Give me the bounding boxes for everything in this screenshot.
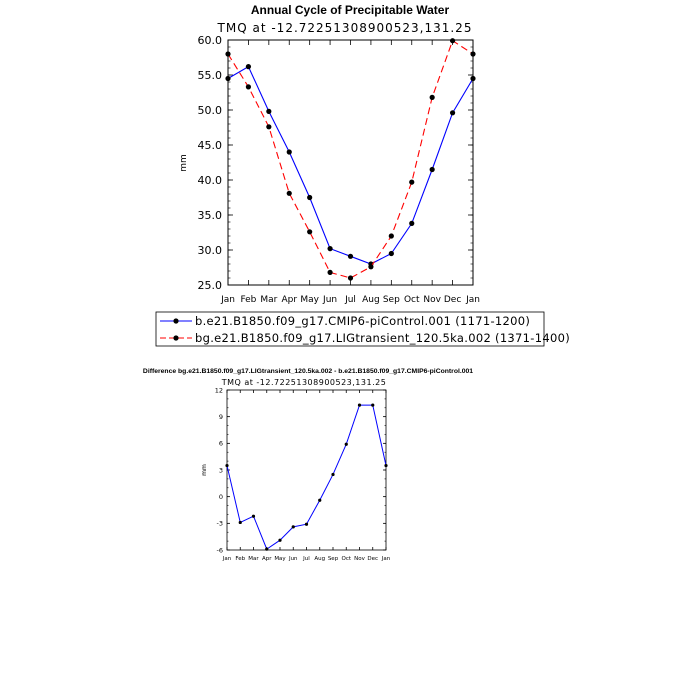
chart1-series-2-point bbox=[470, 51, 476, 57]
chart1-xtick-label: Oct bbox=[404, 295, 420, 305]
chart1-series-2-point bbox=[286, 190, 292, 196]
chart2-xtick-label: Jan bbox=[381, 556, 391, 562]
chart1-series-1-point bbox=[347, 253, 354, 259]
chart2-ytick-label: 12 bbox=[215, 386, 223, 394]
chart1-ytick-label: 30.0 bbox=[198, 244, 223, 257]
chart1-xtick-label: Apr bbox=[281, 295, 297, 305]
chart1-series-2-point bbox=[245, 84, 252, 90]
chart1-series-2-point bbox=[307, 229, 313, 235]
chart1-series-1-point bbox=[388, 250, 394, 257]
chart2-series-1-point bbox=[304, 522, 309, 526]
chart2-xtick-label: Mar bbox=[248, 556, 259, 562]
chart2-series-1-point bbox=[357, 403, 362, 407]
chart2-xtick-label: Jul bbox=[302, 556, 310, 562]
chart1-series-1-point bbox=[470, 75, 476, 82]
chart2-ytick-label: 6 bbox=[219, 440, 223, 448]
chart1-ytick-label: 50.0 bbox=[198, 104, 223, 117]
chart1-series-2-point bbox=[429, 94, 435, 100]
chart1-series-1-point bbox=[449, 110, 456, 116]
chart1-series-2-point bbox=[409, 179, 415, 185]
chart2-series-1-point bbox=[291, 525, 295, 529]
legend-marker-series-1 bbox=[173, 318, 179, 324]
chart1-ytick-label: 35.0 bbox=[198, 209, 223, 222]
chart2-xtick-label: Oct bbox=[341, 556, 351, 562]
chart2-xtick-label: Aug bbox=[314, 556, 325, 562]
chart1-series-2-point bbox=[327, 269, 333, 275]
chart1-series-2-point bbox=[225, 51, 231, 57]
chart2-series-1-point bbox=[265, 547, 269, 551]
chart1-series-2-point bbox=[347, 275, 354, 281]
chart1-series-1-point bbox=[286, 149, 292, 155]
chart1-series-2-point bbox=[449, 38, 456, 44]
chart1-legend: b.e21.B1850.f09_g17.CMIP6-piControl.001 … bbox=[155, 311, 570, 347]
legend-label-series-1: b.e21.B1850.f09_g17.CMIP6-piControl.001 … bbox=[195, 314, 530, 328]
chart1-title: Annual Cycle of Precipitable Water bbox=[251, 3, 450, 17]
chart1-legend-box bbox=[155, 311, 545, 347]
legend-label-series-2: bg.e21.B1850.f09_g17.LIGtransient_120.5k… bbox=[195, 331, 570, 345]
chart1-series-1-point bbox=[245, 64, 252, 70]
chart2-xtick-label: Nov bbox=[354, 556, 365, 562]
chart1-series-2-point bbox=[368, 264, 374, 270]
chart2-series-1-point bbox=[331, 472, 335, 477]
chart2-series-1-point bbox=[384, 463, 388, 468]
chart1-ytick-label: 40.0 bbox=[198, 174, 223, 187]
chart1-ytick-label: 60.0 bbox=[198, 34, 223, 47]
chart2-xtick-label: Jun bbox=[288, 556, 298, 562]
chart1-series-1-point bbox=[327, 246, 333, 252]
chart1-series-2-point bbox=[388, 233, 394, 239]
chart1-xtick-label: May bbox=[300, 295, 319, 305]
chart1-series-1-point bbox=[307, 194, 313, 201]
legend-marker-series-2 bbox=[173, 335, 179, 341]
chart2-series-1-point bbox=[225, 463, 229, 468]
chart2-ytick-label: 0 bbox=[219, 493, 223, 501]
chart1-series-line-1 bbox=[227, 65, 474, 265]
chart2-ytick-label: -6 bbox=[217, 546, 223, 554]
chart2-series-1-point bbox=[251, 514, 256, 518]
chart1-xtick-label: Dec bbox=[444, 295, 461, 305]
chart1-series-2-point bbox=[266, 124, 272, 130]
chart2-ylabel: mm bbox=[201, 464, 208, 476]
chart1-series-1-point bbox=[429, 166, 435, 173]
chart1-xtick-label: Feb bbox=[240, 295, 256, 305]
chart2-series-line-1 bbox=[226, 404, 387, 550]
chart1-xtick-label: Jul bbox=[344, 295, 356, 305]
chart2-ytick-label: 3 bbox=[219, 466, 223, 474]
chart2-frame bbox=[226, 389, 387, 551]
chart1-series-1-point bbox=[266, 108, 272, 114]
chart2-xtick-label: Sep bbox=[328, 556, 339, 562]
chart1-ytick-label: 55.0 bbox=[198, 69, 223, 82]
chart1-plot-area: 25.0 30.0 35.0 40.0 45.0 50.0 55.0 60.0 Jan Feb Ma… bbox=[198, 34, 480, 305]
chart1-xtick-label: Jun bbox=[322, 295, 337, 305]
chart1-ylabel: mm bbox=[179, 154, 189, 172]
chart2-series-1-point bbox=[278, 538, 282, 542]
chart2-ytick-label: 9 bbox=[219, 413, 223, 421]
chart2-xtick-label: May bbox=[274, 556, 286, 562]
chart1-subtitle: TMQ at -12.72251308900523,131.25 bbox=[217, 21, 473, 35]
chart1-xtick-label: Jan bbox=[220, 295, 235, 305]
chart2-series-1-point bbox=[344, 442, 348, 446]
chart1-xtick-label: Mar bbox=[260, 295, 277, 305]
chart1-ytick-label: 45.0 bbox=[198, 139, 223, 152]
chart2-series-1-point bbox=[318, 498, 322, 502]
chart1-xtick-label: Nov bbox=[423, 295, 441, 305]
chart2-ytick-label: -3 bbox=[217, 520, 223, 528]
chart2-series-1-point bbox=[371, 403, 375, 407]
chart2-xtick-label: Apr bbox=[262, 556, 272, 562]
chart1-xtick-label: Jan bbox=[465, 295, 480, 305]
chart1-series-1-point bbox=[225, 75, 231, 82]
chart2-xtick-label: Jan bbox=[222, 556, 232, 562]
chart2-xtick-label: Dec bbox=[367, 556, 378, 562]
chart1-xtick-label: Aug bbox=[362, 295, 380, 305]
chart2-series-1-point bbox=[238, 520, 242, 525]
chart2-title: Difference bg.e21.B1850.f09_g17.LIGtrans… bbox=[143, 368, 473, 375]
chart1-ytick-label: 25.0 bbox=[198, 279, 223, 292]
chart1-frame bbox=[227, 39, 474, 286]
chart1-xtick-label: Sep bbox=[383, 295, 400, 305]
chart2-xtick-label: Feb bbox=[235, 556, 245, 562]
chart1-series-1-point bbox=[409, 220, 415, 226]
chart2-subtitle: TMQ at -12.72251308900523,131.25 bbox=[221, 378, 387, 387]
